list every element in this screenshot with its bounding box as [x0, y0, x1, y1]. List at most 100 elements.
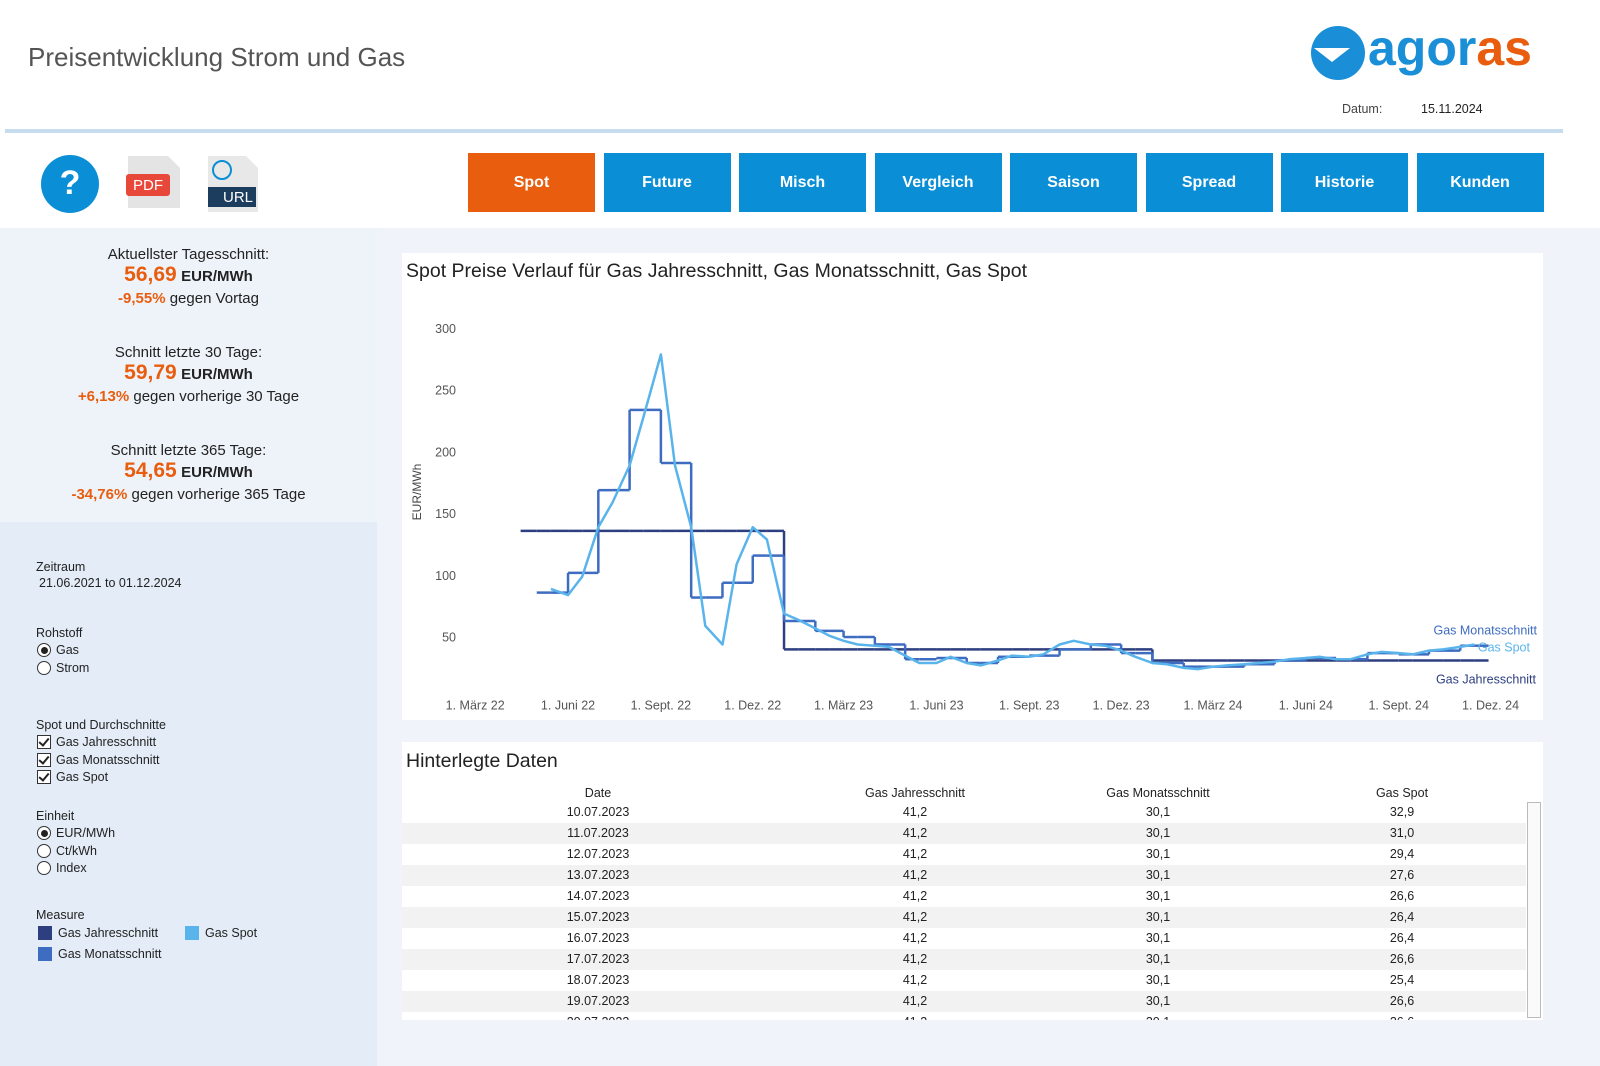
nav-tab[interactable]: Saison: [1010, 153, 1137, 212]
x-tick-label: 1. März 22: [446, 698, 505, 712]
table-cell: 29,4: [1389, 847, 1415, 861]
table-cell: 41,2: [765, 1015, 1065, 1020]
filter-panel: Zeitraum 21.06.2021 to 01.12.2024 Rohstoff…: [0, 522, 377, 1066]
radio-button[interactable]: [37, 643, 51, 657]
radio-button[interactable]: [37, 861, 51, 876]
nav-tab[interactable]: Historie: [1281, 153, 1408, 212]
table-cell: 30,1: [1008, 1015, 1308, 1020]
line: [550, 353, 1475, 671]
table-row: [402, 865, 1526, 886]
column-header: Date: [584, 786, 612, 800]
table-row: [402, 991, 1526, 1012]
table-cell: 18.07.2023: [566, 973, 630, 987]
page-title: Preisentwicklung Strom und Gas: [28, 42, 406, 72]
table-cell: 30,1: [1145, 910, 1171, 924]
legend-swatch: [38, 947, 52, 961]
check-mark: [38, 752, 50, 765]
table-title: Hinterlegte Daten: [406, 750, 558, 772]
table-cell: 30,1: [1145, 889, 1171, 903]
stat-label: Aktuellster Tagesschnitt:: [107, 246, 270, 263]
radio-button[interactable]: [37, 660, 51, 675]
checkbox[interactable]: [37, 770, 51, 785]
x-tick-label: 1. März 23: [814, 698, 873, 712]
table-cell: 11.07.2023: [567, 826, 629, 840]
stat-unit: EUR/MWh: [181, 464, 253, 481]
nav-tab[interactable]: Kunden: [1416, 153, 1544, 212]
table-row: [402, 907, 1526, 928]
check-mark: [38, 735, 50, 747]
stat-value-line: 59,79 EUR/MWh: [0, 361, 377, 385]
option-label: Index: [56, 861, 87, 876]
y-tick-label: 200: [435, 445, 456, 459]
radio-button[interactable]: [37, 843, 51, 858]
globe-icon: [212, 160, 232, 180]
nav-tab[interactable]: Vergleich: [874, 153, 1002, 212]
chart: Spot Preise Verlauf für Gas Jahresschnit…: [406, 260, 1538, 712]
table-row: [402, 928, 1526, 949]
help-icon: ?: [60, 164, 81, 202]
logo-wedge: [1314, 48, 1350, 62]
stat-change: +6,13%: [77, 388, 130, 405]
table-cell: 25,4: [1389, 973, 1415, 987]
stat-value: 54,65: [124, 459, 177, 482]
stat-change: -34,76%: [71, 486, 128, 503]
radio-dot: [40, 829, 48, 837]
table-cell: 19.07.2023: [566, 994, 630, 1008]
url-badge: [208, 187, 256, 207]
table-cell: 16.07.2023: [566, 931, 630, 945]
table-cell: 31,0: [1389, 826, 1415, 840]
table-row: [402, 949, 1526, 970]
logo-part: as: [1476, 22, 1532, 76]
series-label: Gas Spot: [1478, 640, 1531, 654]
y-tick-label: 150: [435, 507, 456, 521]
filter-label: Spot und Durchschnitte: [36, 718, 166, 732]
scrollbar[interactable]: [1527, 802, 1541, 1018]
table-cell: 30,1: [1145, 805, 1171, 819]
y-tick-label: 50: [442, 631, 456, 645]
pdf-badge: [126, 174, 170, 196]
check-mark: [38, 770, 50, 783]
checkbox[interactable]: [37, 752, 51, 767]
table-cell: 41,2: [902, 952, 928, 966]
option-label: Gas Monatsschnitt: [56, 752, 160, 767]
nav-tab[interactable]: Misch: [739, 153, 866, 212]
toolbar[interactable]: ? PDF URL: [30, 150, 290, 220]
x-tick-label: 1. Dez. 24: [1462, 698, 1519, 712]
legend-swatch: [185, 926, 199, 940]
series-label: Gas Jahresschnitt: [1436, 672, 1537, 686]
table-cell: 26,6: [1252, 1015, 1543, 1020]
series-label: Gas Monatsschnitt: [1433, 623, 1537, 637]
table-cell: 17.07.2023: [566, 952, 630, 966]
checkbox[interactable]: [37, 735, 51, 749]
radio-button[interactable]: [37, 826, 51, 840]
stat-change-line: +6,13% gegen vorherige 30 Tage: [0, 388, 377, 405]
stat-unit: EUR/MWh: [181, 366, 253, 383]
table-cell: 14.07.2023: [566, 889, 630, 903]
logo-text: agoras: [1368, 22, 1532, 76]
legend-swatch: [38, 926, 52, 940]
table-cell: 15.07.2023: [566, 910, 630, 924]
legend-label: Gas Monatsschnitt: [58, 947, 162, 961]
stat-value: 56,69: [124, 263, 177, 286]
date-value: 15.11.2024: [1421, 102, 1483, 116]
x-tick-label: 1. Sept. 23: [999, 698, 1060, 712]
stat-unit: EUR/MWh: [181, 268, 253, 285]
stat-change: -9,55%: [118, 290, 166, 307]
option-label: Ct/kWh: [56, 843, 97, 858]
table-row: [402, 1012, 1526, 1020]
nav-tab[interactable]: Future: [603, 153, 731, 212]
nav-tab[interactable]: Spread: [1145, 153, 1273, 212]
table-row: [402, 886, 1526, 907]
table-row: [402, 844, 1526, 865]
filter-label: Measure: [36, 908, 85, 922]
table-cell: 41,2: [902, 826, 928, 840]
legend-label: Gas Spot: [205, 926, 258, 940]
table-cell: 27,6: [1389, 868, 1415, 882]
table-cell: 30,1: [1145, 847, 1171, 861]
x-tick-label: 1. Dez. 22: [724, 698, 781, 712]
help-button[interactable]: [41, 155, 99, 213]
nav-tab[interactable]: Spot: [468, 153, 595, 212]
table-panel: Hinterlegte Daten Date Gas Jahresschnitt G…: [402, 742, 1543, 1020]
column-header: Gas Monatsschnitt: [1106, 786, 1210, 800]
table-cell: 30,1: [1145, 826, 1171, 840]
